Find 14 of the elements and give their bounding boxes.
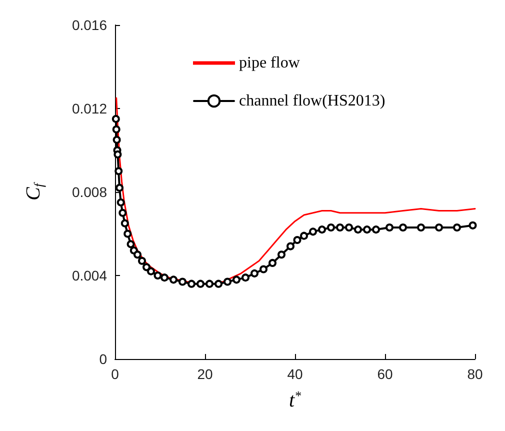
x-tick-label: 80 [467, 366, 483, 382]
y-tick-label: 0.004 [72, 268, 108, 284]
legend-label: pipe flow [239, 54, 300, 72]
y-tick-label: 0.012 [72, 100, 108, 116]
legend-label: channel flow(HS2013) [239, 92, 386, 110]
y-tick-label: 0.008 [72, 184, 108, 200]
x-tick-label: 0 [111, 366, 120, 382]
y-tick-label: 0.016 [72, 17, 108, 33]
x-tick-label: 60 [377, 366, 393, 382]
y-axis-title: Cf [22, 181, 46, 200]
x-tick-label: 20 [197, 366, 213, 382]
y-tick-label: 0 [99, 351, 108, 367]
x-axis-title: t* [288, 388, 302, 412]
x-tick-label: 40 [287, 366, 303, 382]
